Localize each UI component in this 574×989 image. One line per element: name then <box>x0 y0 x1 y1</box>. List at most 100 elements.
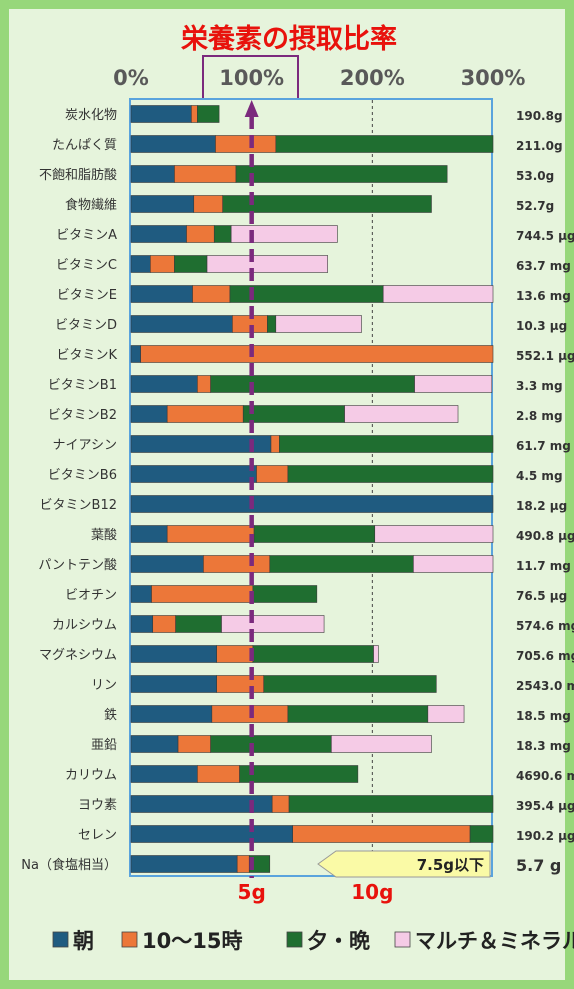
category-label-16: ビオチン <box>65 588 117 603</box>
category-label-9: ビタミンB1 <box>48 378 117 393</box>
bar-segment-24-1 <box>292 825 471 843</box>
bar-segment-12-2 <box>287 465 494 483</box>
bar-segment-15-2 <box>269 555 414 573</box>
bar-segment-11-1 <box>270 435 280 453</box>
reference-line-arrowhead <box>244 100 259 117</box>
na-target-callout <box>317 850 491 878</box>
total-label-19: 2543.0 mg <box>516 679 574 693</box>
category-label-6: ビタミンE <box>57 288 117 303</box>
total-label-20: 18.5 mg <box>516 709 571 723</box>
legend-swatch-3 <box>394 931 411 948</box>
total-label-22: 4690.6 mg <box>516 769 574 783</box>
total-label-10: 2.8 mg <box>516 409 563 423</box>
bar-segment-7-3 <box>275 315 362 333</box>
bar-segment-10-0 <box>130 405 168 423</box>
legend-label-1: 10～15時 <box>142 929 242 953</box>
total-label-14: 490.8 μg <box>516 529 574 543</box>
total-label-12: 4.5 mg <box>516 469 563 483</box>
bar-segment-2-2 <box>235 165 448 183</box>
bar-segment-12-0 <box>130 465 257 483</box>
bar-segment-21-0 <box>130 735 179 753</box>
total-label-8: 552.1 μg <box>516 349 574 363</box>
legend-label-3: マルチ＆ミネラル <box>415 929 574 953</box>
bar-segment-18-0 <box>130 645 217 663</box>
category-label-18: マグネシウム <box>39 648 117 663</box>
bar-segment-18-1 <box>216 645 254 663</box>
bar-segment-16-0 <box>130 585 152 603</box>
bar-segment-3-1 <box>193 195 224 213</box>
bar-segment-7-2 <box>267 315 277 333</box>
category-label-10: ビタミンB2 <box>48 408 117 423</box>
bar-segment-19-2 <box>263 675 437 693</box>
total-label-1: 211.0g <box>516 139 563 153</box>
bar-segment-15-3 <box>413 555 494 573</box>
bar-segment-9-2 <box>210 375 415 393</box>
bar-segment-5-3 <box>206 255 328 273</box>
category-label-23: ヨウ素 <box>78 798 117 813</box>
bar-segment-25-2 <box>248 855 271 873</box>
total-label-17: 574.6 mg <box>516 619 574 633</box>
bar-segment-16-1 <box>151 585 254 603</box>
chart-title: 栄養素の摂取比率 <box>180 23 397 55</box>
bar-segment-18-2 <box>252 645 374 663</box>
category-label-19: リン <box>91 678 117 693</box>
total-label-24: 190.2 μg <box>516 829 574 843</box>
category-label-20: 鉄 <box>104 708 117 723</box>
bar-segment-9-0 <box>130 375 198 393</box>
na-target-label: 7.5g以下 <box>417 856 484 874</box>
bar-segment-2-0 <box>130 165 175 183</box>
bar-segment-8-1 <box>140 345 494 363</box>
category-label-25: Na（食塩相当） <box>21 857 117 873</box>
bar-segment-20-0 <box>130 705 213 723</box>
bar-segment-0-2 <box>197 105 220 123</box>
total-label-4: 744.5 μg <box>516 229 574 243</box>
total-label-7: 10.3 μg <box>516 319 567 333</box>
bar-segment-17-0 <box>130 615 154 633</box>
total-label-2: 53.0g <box>516 169 554 183</box>
total-label-23: 395.4 μg <box>516 799 574 813</box>
category-label-15: パントテン酸 <box>38 558 117 573</box>
legend-label-2: 夕・晩 <box>307 929 370 953</box>
total-label-15: 11.7 mg <box>516 559 571 573</box>
total-label-21: 18.3 mg <box>516 739 571 753</box>
category-label-7: ビタミンD <box>55 318 117 333</box>
bar-segment-8-0 <box>130 345 141 363</box>
bar-segment-7-0 <box>130 315 233 333</box>
bar-segment-16-2 <box>252 585 318 603</box>
bar-segment-1-2 <box>275 135 494 153</box>
bar-segment-4-2 <box>213 225 232 243</box>
bar-segment-4-3 <box>230 225 338 243</box>
category-label-12: ビタミンB6 <box>48 468 117 483</box>
bar-segment-22-1 <box>197 765 240 783</box>
bar-segment-24-2 <box>469 825 494 843</box>
bar-segment-10-2 <box>242 405 345 423</box>
bar-segment-10-1 <box>166 405 244 423</box>
bar-segment-3-2 <box>222 195 432 213</box>
category-label-14: 葉酸 <box>91 528 117 543</box>
bar-segment-14-0 <box>130 525 168 543</box>
bar-segment-5-0 <box>130 255 151 273</box>
bar-segment-19-0 <box>130 675 217 693</box>
bar-segment-21-2 <box>210 735 332 753</box>
bar-segment-6-0 <box>130 285 193 303</box>
bar-segment-25-1 <box>236 855 250 873</box>
bar-segment-17-1 <box>152 615 176 633</box>
bar-segment-3-0 <box>130 195 195 213</box>
bar-segment-0-0 <box>130 105 192 123</box>
category-label-13: ビタミンB12 <box>40 498 117 513</box>
x-tick-label-0: 0% <box>113 66 149 90</box>
bar-segment-12-1 <box>256 465 289 483</box>
total-label-5: 63.7 mg <box>516 259 571 273</box>
bar-segment-22-2 <box>239 765 359 783</box>
x-tick-label-3: 300% <box>461 66 526 90</box>
bar-segment-14-1 <box>166 525 255 543</box>
bar-segment-6-1 <box>192 285 231 303</box>
bar-segment-1-1 <box>215 135 277 153</box>
category-label-8: ビタミンK <box>56 348 117 363</box>
plot-frame <box>129 98 493 877</box>
category-label-22: カリウム <box>65 768 117 783</box>
bar-segment-19-1 <box>216 675 265 693</box>
bar-segment-4-0 <box>130 225 187 243</box>
category-label-4: ビタミンA <box>56 228 117 243</box>
